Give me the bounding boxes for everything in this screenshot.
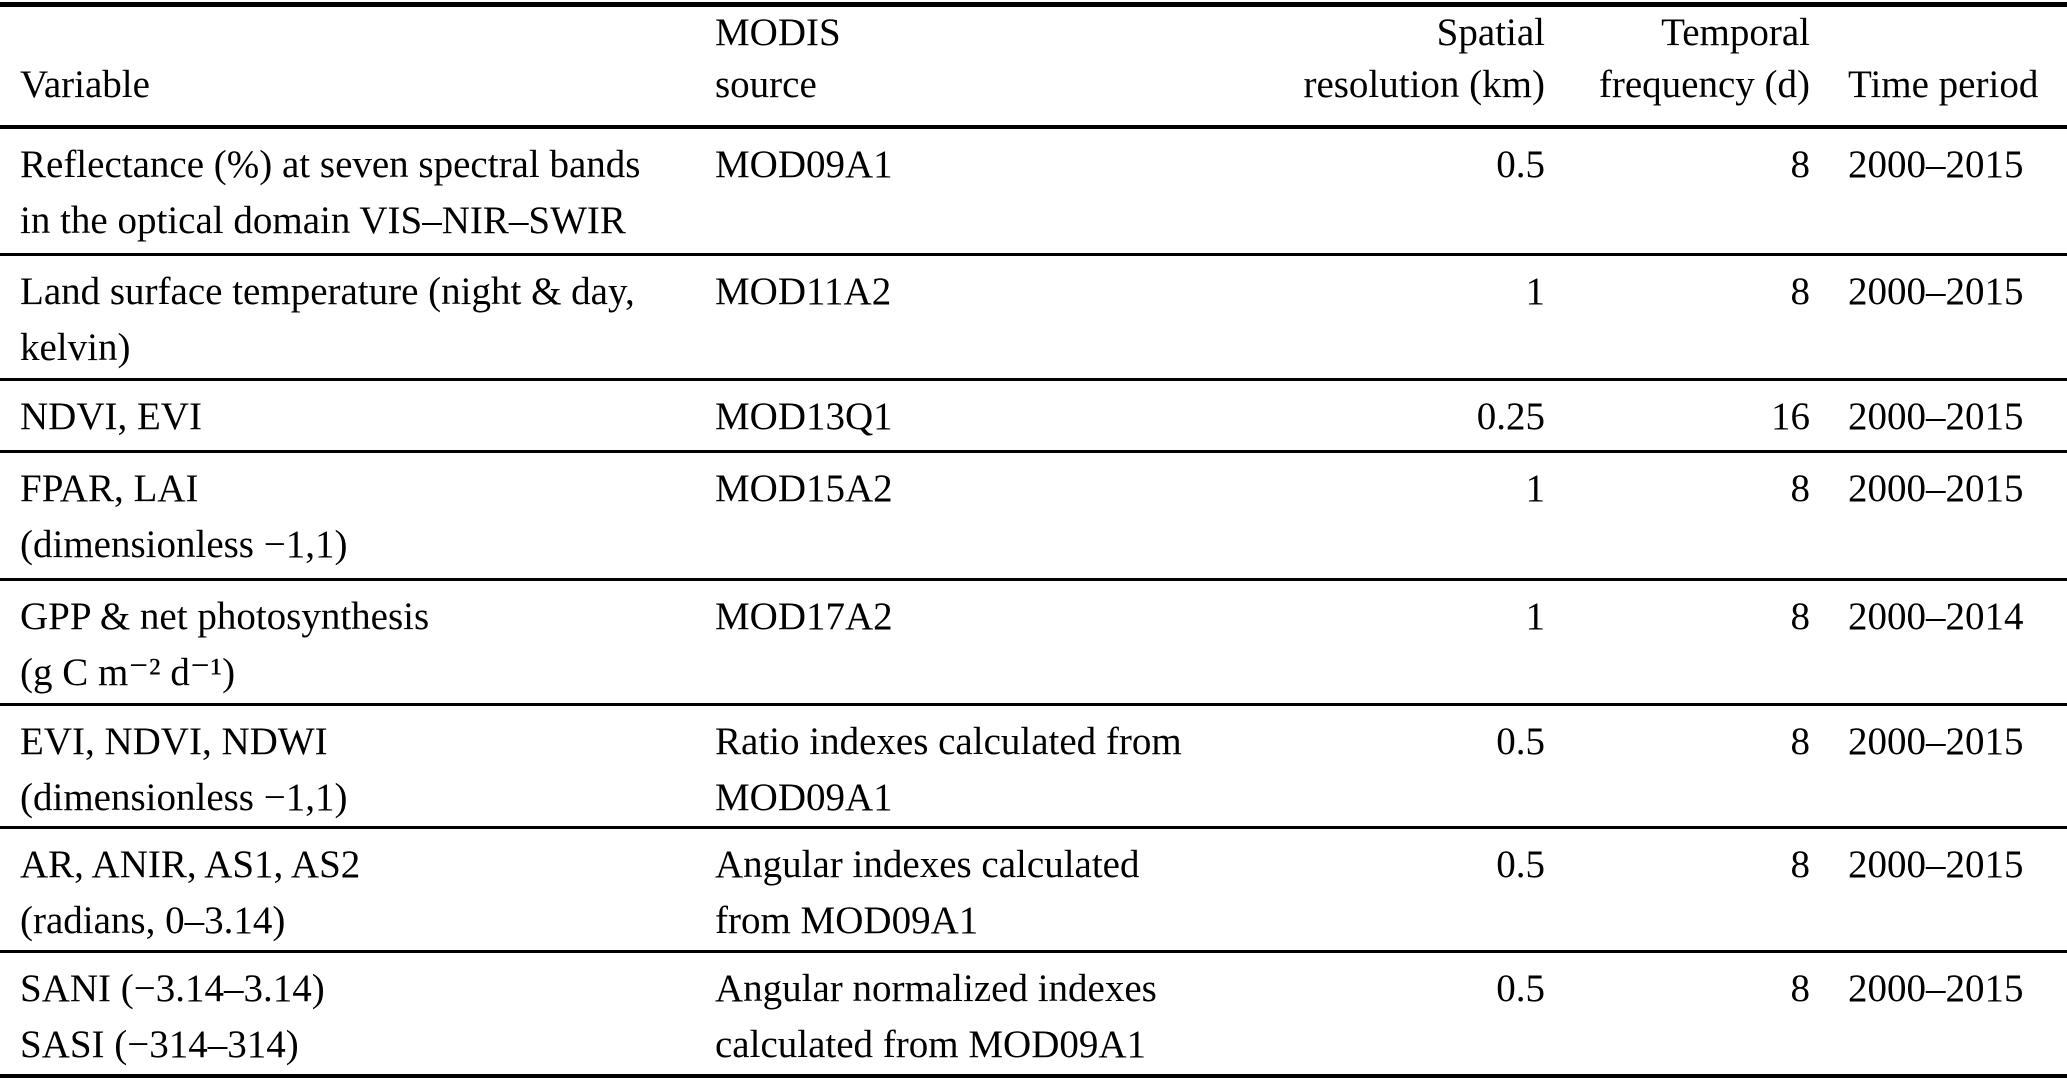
table-row: FPAR, LAI (dimensionless −1,1) MOD15A2 1… <box>0 453 2067 581</box>
cell-modis-source: MOD11A2 <box>715 270 892 313</box>
cell-spatial-resolution: 1 <box>1525 270 1546 313</box>
column-header-temporal-frequency: Temporal frequency (d) <box>1598 11 1810 106</box>
cell-spatial-resolution: 0.5 <box>1496 143 1545 186</box>
cell-variable: NDVI, EVI <box>20 395 202 438</box>
cell-temporal-frequency: 8 <box>1790 967 1811 1010</box>
cell-time-period: 2000–2015 <box>1848 467 2024 510</box>
cell-variable: GPP & net photosynthesis (g C m⁻² d⁻¹) <box>20 595 430 694</box>
table-row: EVI, NDVI, NDWI (dimensionless −1,1) Rat… <box>0 706 2067 829</box>
cell-time-period: 2000–2015 <box>1848 967 2024 1010</box>
cell-modis-source: Ratio indexes calculated from MOD09A1 <box>715 720 1182 819</box>
table-header-row: Variable MODIS source Spatial resolution… <box>0 7 2067 129</box>
cell-modis-source: MOD17A2 <box>715 595 893 638</box>
cell-temporal-frequency: 8 <box>1790 720 1811 763</box>
cell-time-period: 2000–2015 <box>1848 143 2024 186</box>
cell-temporal-frequency: 8 <box>1790 843 1811 886</box>
cell-time-period: 2000–2014 <box>1848 595 2024 638</box>
cell-variable: SANI (−3.14–3.14) SASI (−314–314) <box>20 967 325 1066</box>
column-header-variable: Variable <box>20 63 150 106</box>
cell-temporal-frequency: 16 <box>1771 395 1810 438</box>
table-row: SANI (−3.14–3.14) SASI (−314–314) Angula… <box>0 953 2067 1078</box>
table-row: AR, ANIR, AS1, AS2 (radians, 0–3.14) Ang… <box>0 829 2067 953</box>
cell-time-period: 2000–2015 <box>1848 720 2024 763</box>
cell-modis-source: MOD15A2 <box>715 467 893 510</box>
column-header-spatial-resolution: Spatial resolution (km) <box>1303 11 1545 106</box>
table-row: GPP & net photosynthesis (g C m⁻² d⁻¹) M… <box>0 581 2067 706</box>
cell-variable: AR, ANIR, AS1, AS2 (radians, 0–3.14) <box>20 843 361 942</box>
cell-time-period: 2000–2015 <box>1848 395 2024 438</box>
column-header-modis-source: MODIS source <box>715 11 841 106</box>
cell-spatial-resolution: 0.5 <box>1496 843 1545 886</box>
cell-time-period: 2000–2015 <box>1848 270 2024 313</box>
cell-variable: FPAR, LAI (dimensionless −1,1) <box>20 467 348 566</box>
cell-spatial-resolution: 1 <box>1525 467 1546 510</box>
cell-variable: EVI, NDVI, NDWI (dimensionless −1,1) <box>20 720 348 819</box>
table-row: Land surface temperature (night & day, k… <box>0 256 2067 381</box>
cell-modis-source: Angular normalized indexes calculated fr… <box>715 967 1157 1066</box>
cell-time-period: 2000–2015 <box>1848 843 2024 886</box>
cell-temporal-frequency: 8 <box>1790 467 1811 510</box>
cell-spatial-resolution: 0.25 <box>1476 395 1545 438</box>
cell-variable: Reflectance (%) at seven spectral bands … <box>20 143 641 242</box>
cell-spatial-resolution: 1 <box>1525 595 1546 638</box>
cell-modis-source: MOD09A1 <box>715 143 893 186</box>
cell-spatial-resolution: 0.5 <box>1496 967 1545 1010</box>
column-header-time-period: Time period <box>1848 63 2039 106</box>
cell-temporal-frequency: 8 <box>1790 270 1811 313</box>
cell-temporal-frequency: 8 <box>1790 143 1811 186</box>
table-row: Reflectance (%) at seven spectral bands … <box>0 129 2067 256</box>
cell-spatial-resolution: 0.5 <box>1496 720 1545 763</box>
table-row: NDVI, EVI MOD13Q1 0.25 16 2000–2015 <box>0 381 2067 453</box>
cell-modis-source: MOD13Q1 <box>715 395 893 438</box>
cell-modis-source: Angular indexes calculated from MOD09A1 <box>715 843 1140 942</box>
cell-variable: Land surface temperature (night & day, k… <box>20 270 635 369</box>
cell-temporal-frequency: 8 <box>1790 595 1811 638</box>
